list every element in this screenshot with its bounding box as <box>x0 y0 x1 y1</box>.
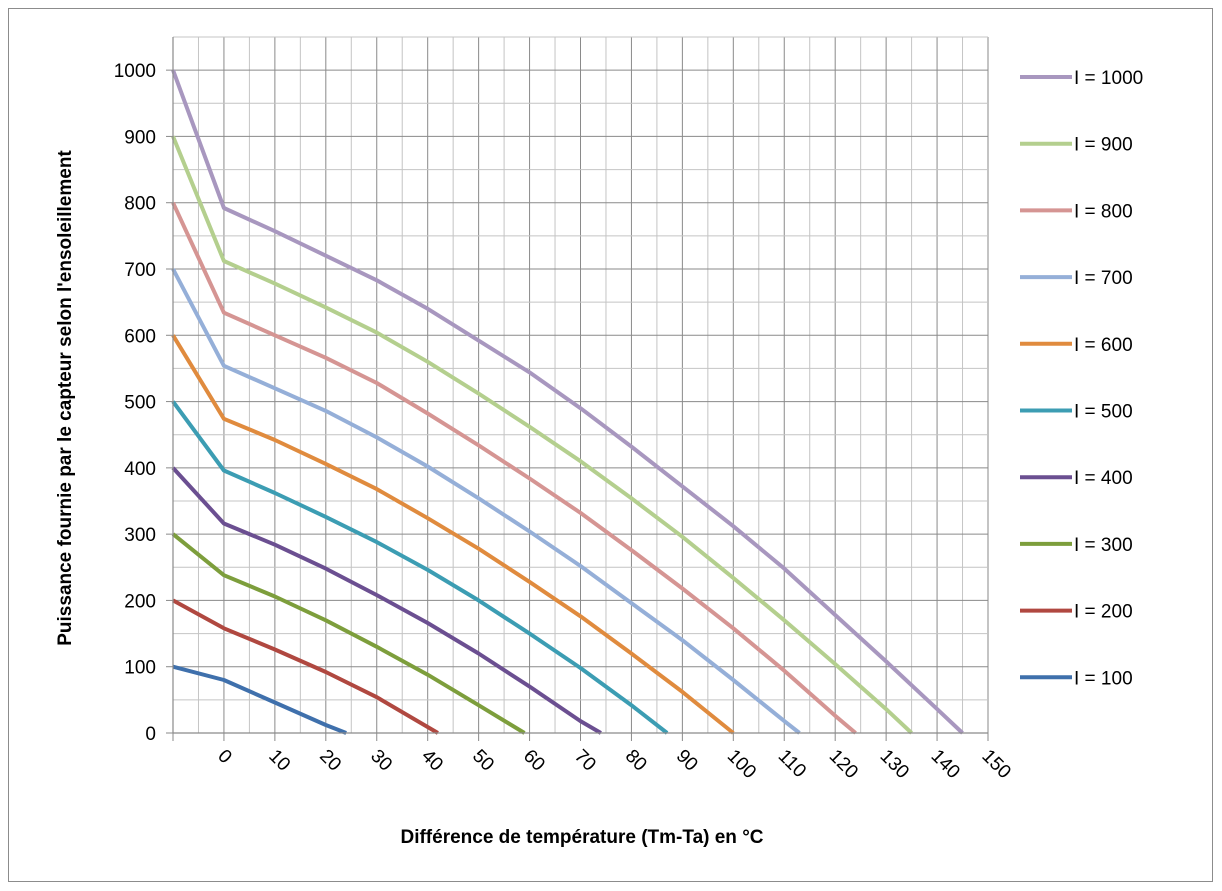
y-tick-label: 900 <box>124 127 156 148</box>
x-tick-label: 150 <box>977 746 1014 783</box>
legend-item: I = 400 <box>1020 468 1133 489</box>
legend-item: I = 200 <box>1020 602 1133 623</box>
x-tick-label: 110 <box>774 746 810 782</box>
x-tick-label: 100 <box>723 746 760 783</box>
legend-label: I = 800 <box>1074 201 1133 222</box>
legend-label: I = 300 <box>1074 535 1133 556</box>
y-tick-label: 1000 <box>114 61 156 82</box>
series-line <box>171 532 526 735</box>
series-line <box>171 201 857 735</box>
series-line <box>172 598 439 735</box>
x-tick-label: 80 <box>621 746 651 776</box>
chart-frame <box>8 8 1213 882</box>
x-tick-label: 50 <box>468 746 498 776</box>
x-axis-ticks: 0 10 20 30 40 50 60 70 80 90 100 110 120 130 140 150 <box>213 746 1014 783</box>
legend-item: I = 700 <box>1020 268 1133 289</box>
y-tick-label: 800 <box>124 194 156 215</box>
x-tick-label: 90 <box>672 746 702 776</box>
x-tick-label: 70 <box>570 746 600 776</box>
series-line <box>171 69 964 735</box>
x-tick-label: 60 <box>519 746 549 776</box>
y-tick-label: 700 <box>124 260 156 281</box>
x-tick-label: 10 <box>264 746 294 776</box>
y-tick-label: 100 <box>124 658 156 679</box>
x-tick-label: 0 <box>213 746 235 768</box>
x-axis-title: Différence de température (Tm-Ta) en °C <box>400 827 763 848</box>
axes <box>166 37 989 741</box>
y-axis-title: Puissance fournie par le capteur selon l… <box>55 150 76 646</box>
series-line <box>171 466 602 735</box>
series-line <box>171 400 669 735</box>
legend-item: I = 1000 <box>1020 68 1143 89</box>
legend-item: I = 600 <box>1020 335 1133 356</box>
y-axis-ticks: 0 100 200 300 400 500 600 700 800 900 1000 <box>114 61 156 745</box>
y-tick-label: 400 <box>124 459 156 480</box>
x-tick-label: 30 <box>366 746 396 776</box>
legend-label: I = 500 <box>1074 402 1133 423</box>
series-lines <box>171 69 964 735</box>
x-tick-label: 140 <box>927 746 964 783</box>
y-tick-label: 0 <box>145 724 156 745</box>
x-tick-label: 120 <box>825 746 862 783</box>
y-tick-label: 300 <box>124 525 156 546</box>
series-line <box>171 268 801 735</box>
y-tick-label: 600 <box>124 326 156 347</box>
x-tick-label: 20 <box>315 746 345 776</box>
legend-label: I = 900 <box>1074 135 1133 156</box>
legend-label: I = 600 <box>1074 335 1133 356</box>
legend-item: I = 500 <box>1020 402 1133 423</box>
y-tick-label: 200 <box>124 591 156 612</box>
legend-label: I = 100 <box>1074 668 1133 689</box>
legend-item: I = 300 <box>1020 535 1133 556</box>
legend-item: I = 800 <box>1020 201 1133 222</box>
legend: I = 1000 I = 900 I = 800 I = 700 I = 600 I = … <box>1020 68 1143 689</box>
legend-item: I = 100 <box>1020 668 1133 689</box>
gridlines <box>172 36 989 734</box>
legend-label: I = 400 <box>1074 468 1133 489</box>
series-line <box>172 664 347 735</box>
series-line <box>171 135 913 735</box>
legend-item: I = 900 <box>1020 135 1133 156</box>
y-tick-label: 500 <box>124 393 156 414</box>
legend-label: I = 700 <box>1074 268 1133 289</box>
x-tick-label: 130 <box>876 746 913 783</box>
series-line <box>171 334 735 735</box>
legend-label: I = 200 <box>1074 602 1133 623</box>
x-tick-label: 40 <box>417 746 447 776</box>
legend-label: I = 1000 <box>1074 68 1143 89</box>
